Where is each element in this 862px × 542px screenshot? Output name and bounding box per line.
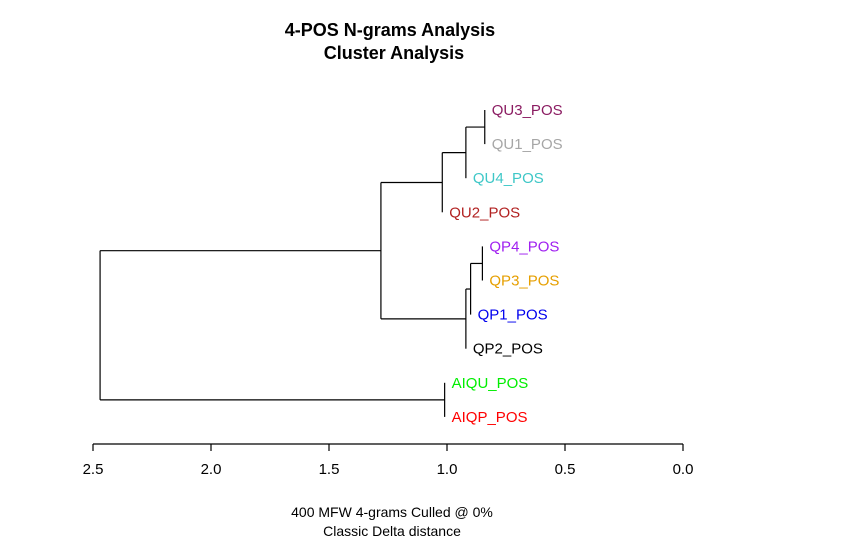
leaf-label: QP1_POS [478,307,548,324]
leaf-label: QU1_POS [492,136,563,153]
x-axis-label-line1: 400 MFW 4-grams Culled @ 0% [291,504,493,520]
x-tick-label: 1.0 [437,461,458,478]
leaf-labels: QU3_POS QU1_POS QU4_POS QU2_POS QP4_POS QP3_P… [449,102,562,426]
leaf-label: QP3_POS [489,273,559,290]
leaf-label: QU3_POS [492,102,563,119]
dendrogram-tree [99,110,486,417]
leaf-label: AIQU_POS [452,375,529,392]
x-tick-label: 0.0 [673,461,694,478]
x-axis: 2.5 2.0 1.5 1.0 0.5 0.0 [83,443,694,478]
chart-title-line1: 4-POS N-grams Analysis [285,20,495,40]
leaf-label: AIQP_POS [452,409,528,426]
x-tick-label: 0.5 [555,461,576,478]
leaf-label: QP4_POS [489,238,559,255]
x-tick-label: 1.5 [319,461,340,478]
leaf-label: QU4_POS [473,170,544,187]
x-tick-label: 2.0 [201,461,222,478]
leaf-label: QP2_POS [473,341,543,358]
x-tick-label: 2.5 [83,461,104,478]
leaf-label: QU2_POS [449,204,520,221]
x-axis-label-line2: Classic Delta distance [323,523,461,539]
chart-title-line2: Cluster Analysis [324,43,464,63]
